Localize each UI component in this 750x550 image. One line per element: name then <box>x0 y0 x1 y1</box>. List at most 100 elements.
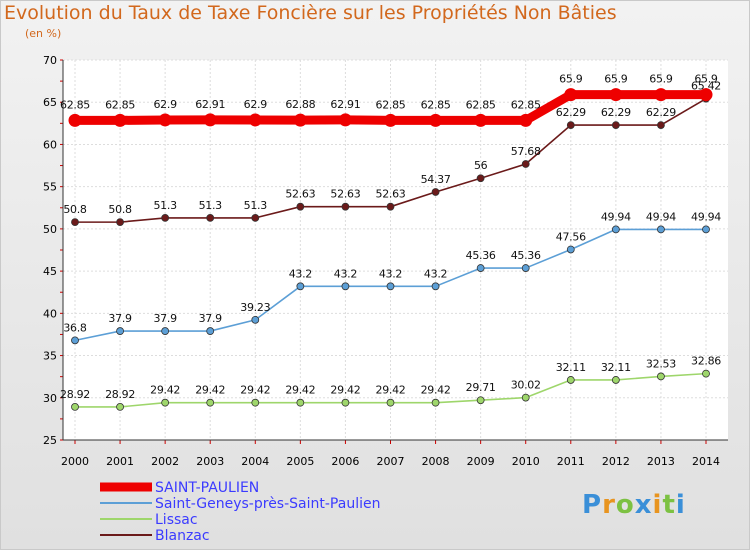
data-label: 52.63 <box>376 188 406 201</box>
chart-title: Evolution du Taux de Taxe Foncière sur l… <box>4 2 617 24</box>
data-label: 32.53 <box>646 357 676 370</box>
data-label: 62.85 <box>60 98 90 111</box>
x-tick-label: 2010 <box>512 455 540 468</box>
data-label: 37.9 <box>153 312 177 325</box>
y-tick-label: 65 <box>43 96 57 109</box>
data-label: 52.63 <box>285 188 315 201</box>
data-label: 65.42 <box>691 80 721 93</box>
data-point <box>566 121 575 130</box>
data-point <box>116 218 124 227</box>
data-point <box>296 202 305 211</box>
data-label: 43.2 <box>289 267 312 280</box>
x-tick-label: 2004 <box>241 455 269 468</box>
data-label: 50.8 <box>108 203 132 216</box>
data-label: 32.11 <box>601 361 631 374</box>
y-tick-label: 70 <box>43 54 57 67</box>
x-tick-label: 2006 <box>331 455 359 468</box>
data-point <box>431 188 440 196</box>
data-point <box>113 113 127 127</box>
logo-letter: x <box>634 490 653 520</box>
data-label: 29.42 <box>285 384 315 397</box>
data-label: 32.11 <box>556 361 586 374</box>
data-label: 30.02 <box>511 379 541 392</box>
data-label: 65.9 <box>559 73 583 86</box>
logo-letter: r <box>602 490 616 520</box>
data-label: 51.3 <box>244 199 268 212</box>
data-point <box>116 402 124 411</box>
data-label: 65.9 <box>649 73 673 86</box>
data-point <box>521 264 530 272</box>
data-point <box>341 282 350 291</box>
data-point <box>251 315 260 324</box>
data-label: 29.42 <box>150 384 180 397</box>
data-point <box>654 88 668 102</box>
data-point <box>521 160 530 168</box>
data-label: 28.92 <box>105 388 135 401</box>
data-point <box>386 398 395 407</box>
data-label: 29.42 <box>421 384 451 397</box>
data-point <box>702 369 710 378</box>
x-tick-label: 2012 <box>602 455 630 468</box>
data-label: 32.86 <box>691 355 721 368</box>
data-point <box>206 214 215 222</box>
y-axis-unit-label: (en %) <box>25 27 62 40</box>
data-point <box>203 113 217 127</box>
data-point <box>248 113 262 127</box>
y-tick-label: 45 <box>43 265 57 278</box>
y-tick-label: 35 <box>43 350 57 363</box>
data-label: 43.2 <box>424 267 447 280</box>
data-point <box>161 214 170 222</box>
data-label: 54.37 <box>421 173 451 186</box>
data-label: 51.3 <box>153 199 177 212</box>
data-point <box>566 376 575 384</box>
data-point <box>296 398 305 407</box>
data-label: 49.94 <box>646 210 676 223</box>
data-label: 62.9 <box>244 98 268 111</box>
x-tick-label: 2008 <box>422 455 450 468</box>
legend-label: Blanzac <box>155 528 210 544</box>
x-tick-label: 2009 <box>467 455 495 468</box>
proxiti-logo: Proxiti <box>582 490 686 520</box>
data-point <box>68 113 82 127</box>
data-label: 47.56 <box>556 230 586 243</box>
logo-letter: i <box>675 490 686 520</box>
data-label: 43.2 <box>379 267 402 280</box>
data-label: 62.29 <box>556 106 586 119</box>
legend-label: SAINT-PAULIEN <box>155 480 259 496</box>
logo-letter: o <box>615 490 635 520</box>
data-label: 37.9 <box>108 312 132 325</box>
y-tick-label: 25 <box>43 434 57 447</box>
data-label: 52.63 <box>330 188 360 201</box>
data-point <box>431 398 440 407</box>
data-point <box>702 225 710 234</box>
data-label: 29.71 <box>466 381 496 394</box>
data-point <box>564 88 578 102</box>
data-point <box>609 88 623 102</box>
logo-letter: P <box>582 490 603 520</box>
data-label: 57.68 <box>511 145 541 158</box>
x-tick-label: 2002 <box>151 455 179 468</box>
data-label: 28.92 <box>60 388 90 401</box>
data-label: 62.9 <box>153 98 177 111</box>
x-tick-label: 2001 <box>106 455 134 468</box>
data-point <box>429 113 443 127</box>
data-point <box>611 121 620 130</box>
data-point <box>338 113 352 127</box>
data-point <box>251 214 260 222</box>
data-point <box>161 327 170 335</box>
data-point <box>158 113 172 127</box>
data-label: 45.36 <box>466 249 496 262</box>
data-label: 45.36 <box>511 249 541 262</box>
y-tick-label: 60 <box>43 138 57 151</box>
data-point <box>657 225 665 234</box>
data-label: 62.88 <box>285 98 315 111</box>
data-point <box>474 113 488 127</box>
data-label: 29.42 <box>240 384 270 397</box>
data-label: 62.85 <box>466 98 496 111</box>
data-point <box>657 121 665 130</box>
data-label: 36.8 <box>63 321 87 334</box>
x-tick-label: 2005 <box>286 455 314 468</box>
legend-label: Lissac <box>155 512 198 528</box>
data-point <box>611 225 620 234</box>
